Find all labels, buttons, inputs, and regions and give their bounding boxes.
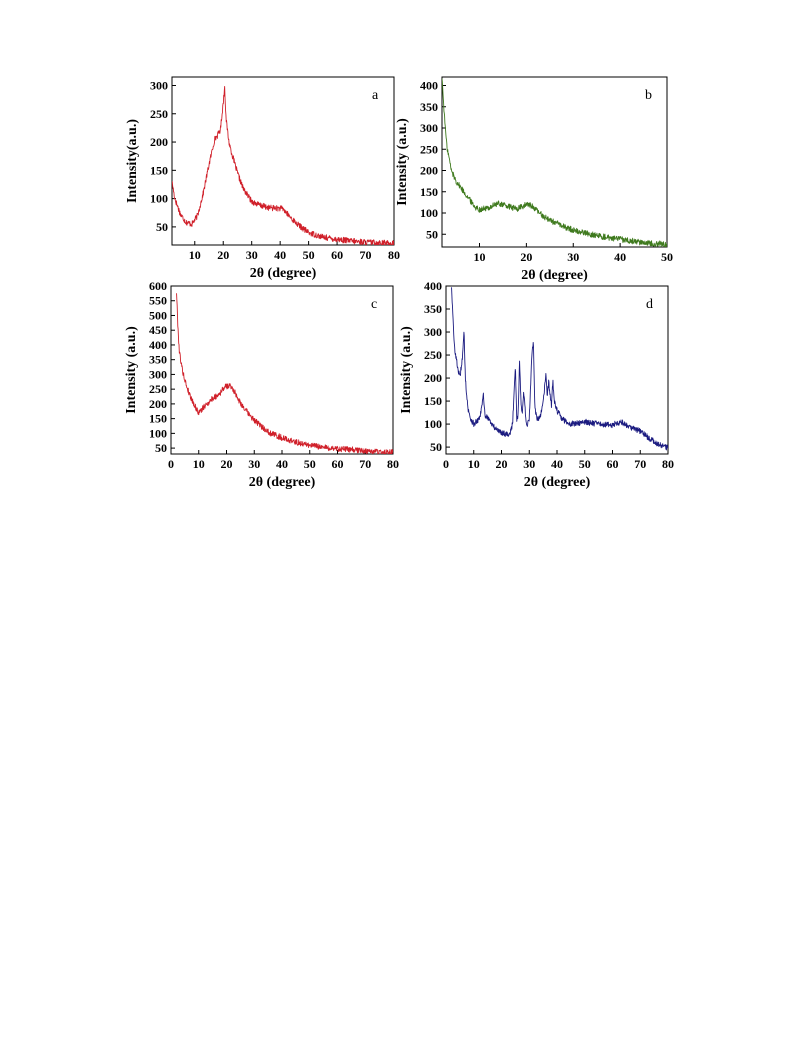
y-tick-label: 150 <box>149 412 167 426</box>
x-tick-label: 30 <box>246 248 258 262</box>
y-tick-label: 50 <box>156 220 168 234</box>
y-tick-label: 50 <box>426 227 438 241</box>
y-tick-label: 550 <box>149 294 167 308</box>
plot-frame <box>171 76 395 246</box>
x-tick-label: 70 <box>360 248 372 262</box>
x-tick-label: 80 <box>387 457 399 471</box>
y-tick-label: 300 <box>149 367 167 381</box>
x-tick-label: 30 <box>248 457 260 471</box>
x-tick-label: 20 <box>217 248 229 262</box>
x-tick-label: 50 <box>579 457 591 471</box>
y-tick-label: 300 <box>420 121 438 135</box>
y-tick-label: 250 <box>149 382 167 396</box>
x-tick-label: 50 <box>304 457 316 471</box>
plot-frame <box>170 285 394 455</box>
x-tick-label: 40 <box>276 457 288 471</box>
x-tick-label: 60 <box>332 457 344 471</box>
y-tick-label: 150 <box>420 185 438 199</box>
y-tick-label: 100 <box>150 192 168 206</box>
y-tick-label: 350 <box>424 302 442 316</box>
x-tick-label: 20 <box>221 457 233 471</box>
x-tick-label: 40 <box>274 248 286 262</box>
y-tick-label: 150 <box>424 394 442 408</box>
x-tick-label: 70 <box>359 457 371 471</box>
chart-panel-a: 10 20 30 40 50 60 70 80 50 100 150 200 250 300 2θ (deg… <box>125 76 400 281</box>
y-axis-title: Intensity(a.u.) <box>125 119 140 203</box>
y-tick-label: 250 <box>150 107 168 121</box>
chart-panel-b: 10 20 30 40 50 50 100 150 200 250 300 350 400 2θ (deg… <box>395 76 673 283</box>
y-tick-label: 600 <box>149 279 167 293</box>
x-tick-label: 60 <box>607 457 619 471</box>
y-tick-label: 50 <box>430 440 442 454</box>
chart-panel-d: 0 10 20 30 40 50 60 70 80 50 100 150 200 250 300 350 400… <box>399 279 674 490</box>
x-tick-label: 0 <box>443 457 449 471</box>
y-tick-label: 100 <box>149 426 167 440</box>
series-line <box>451 287 668 451</box>
y-tick-label: 300 <box>150 78 168 92</box>
x-tick-label: 50 <box>661 250 673 264</box>
y-tick-label: 50 <box>155 441 167 455</box>
x-tick-label: 10 <box>189 248 201 262</box>
y-tick-label: 200 <box>424 371 442 385</box>
y-tick-label: 100 <box>420 206 438 220</box>
x-tick-label: 30 <box>567 250 579 264</box>
series-line <box>442 78 667 247</box>
x-tick-label: 10 <box>474 250 486 264</box>
panel-label: a <box>372 88 379 103</box>
x-tick-label: 30 <box>523 457 535 471</box>
x-axis-title: 2θ (degree) <box>524 475 591 490</box>
y-tick-label: 350 <box>149 353 167 367</box>
y-tick-label: 400 <box>149 338 167 352</box>
panel-label: d <box>646 297 653 312</box>
x-tick-label: 20 <box>520 250 532 264</box>
panel-label: b <box>645 88 652 103</box>
x-tick-label: 10 <box>468 457 480 471</box>
y-tick-label: 200 <box>150 135 168 149</box>
plot-frame <box>441 76 668 248</box>
x-tick-label: 50 <box>303 248 315 262</box>
chart-panel-c: 0 10 20 30 40 50 60 70 8050100150200250300350400… <box>124 279 399 490</box>
y-tick-label: 250 <box>420 142 438 156</box>
x-tick-label: 80 <box>388 248 400 262</box>
x-axis-title: 2θ (degree) <box>249 475 316 490</box>
y-axis-title: Intensity (a.u.) <box>124 326 139 414</box>
x-tick-label: 80 <box>662 457 674 471</box>
x-axis-title: 2θ (degree) <box>521 268 588 283</box>
y-axis-title: Intensity (a.u.) <box>399 326 414 414</box>
x-axis-title: 2θ (degree) <box>250 266 317 281</box>
x-tick-label: 10 <box>193 457 205 471</box>
x-tick-label: 20 <box>496 457 508 471</box>
x-tick-label: 70 <box>634 457 646 471</box>
y-tick-label: 350 <box>420 100 438 114</box>
y-tick-label: 400 <box>420 79 438 93</box>
y-tick-label: 400 <box>424 279 442 293</box>
y-tick-label: 250 <box>424 348 442 362</box>
y-axis-title: Intensity (a.u.) <box>395 118 410 206</box>
series-line <box>172 85 394 245</box>
y-tick-label: 500 <box>149 308 167 322</box>
x-tick-label: 40 <box>614 250 626 264</box>
y-tick-label: 100 <box>424 417 442 431</box>
x-tick-label: 40 <box>551 457 563 471</box>
y-tick-label: 200 <box>420 164 438 178</box>
x-tick-label: 0 <box>168 457 174 471</box>
y-tick-label: 450 <box>149 323 167 337</box>
panel-label: c <box>371 297 377 312</box>
y-tick-label: 200 <box>149 397 167 411</box>
x-tick-label: 60 <box>331 248 343 262</box>
y-tick-label: 300 <box>424 325 442 339</box>
y-tick-label: 150 <box>150 163 168 177</box>
series-line <box>176 293 393 454</box>
